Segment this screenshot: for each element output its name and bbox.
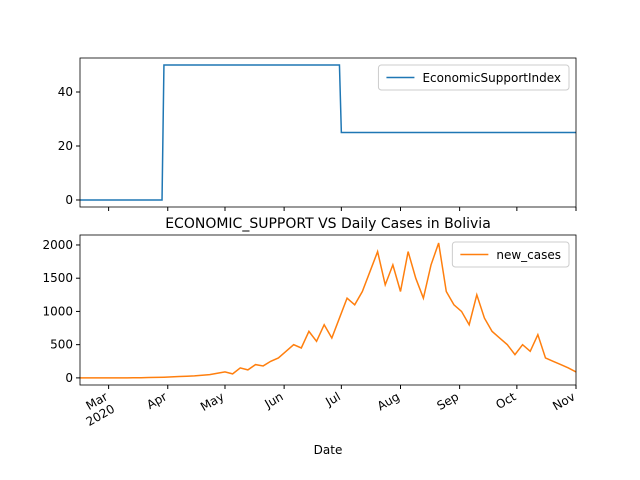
x-tick-label: May (198, 389, 226, 414)
x-tick-label: Oct (493, 389, 518, 412)
x-axis-label: Date (314, 443, 343, 457)
y-tick-label: 0 (65, 193, 73, 207)
y-tick-label: 0 (65, 371, 73, 385)
series-line (80, 242, 577, 379)
y-tick-label: 1000 (42, 304, 73, 318)
legend-box (451, 241, 570, 268)
x-tick-label: Apr (144, 389, 169, 412)
x-tick-label: Aug (375, 389, 402, 413)
y-tick-label: 500 (50, 338, 73, 352)
x-tick-label: Sep (435, 389, 462, 412)
legend-label: new_cases (496, 248, 561, 262)
chart-title: ECONOMIC_SUPPORT VS Daily Cases in Boliv… (165, 216, 491, 232)
series-line (80, 64, 576, 201)
legend-label: EconomicSupportIndex (422, 71, 561, 85)
axes-frame (79, 57, 577, 208)
x-tick-label: Nov (550, 389, 577, 413)
y-tick-label: 20 (58, 139, 73, 153)
y-tick-label: 1500 (42, 271, 73, 285)
x-tick-label: Jul (322, 389, 342, 409)
y-tick-label: 2000 (42, 238, 73, 252)
x-tick-label: Jun (262, 389, 286, 411)
axes-frame (79, 234, 577, 386)
legend-box (377, 64, 570, 91)
y-tick-label: 40 (58, 85, 73, 99)
